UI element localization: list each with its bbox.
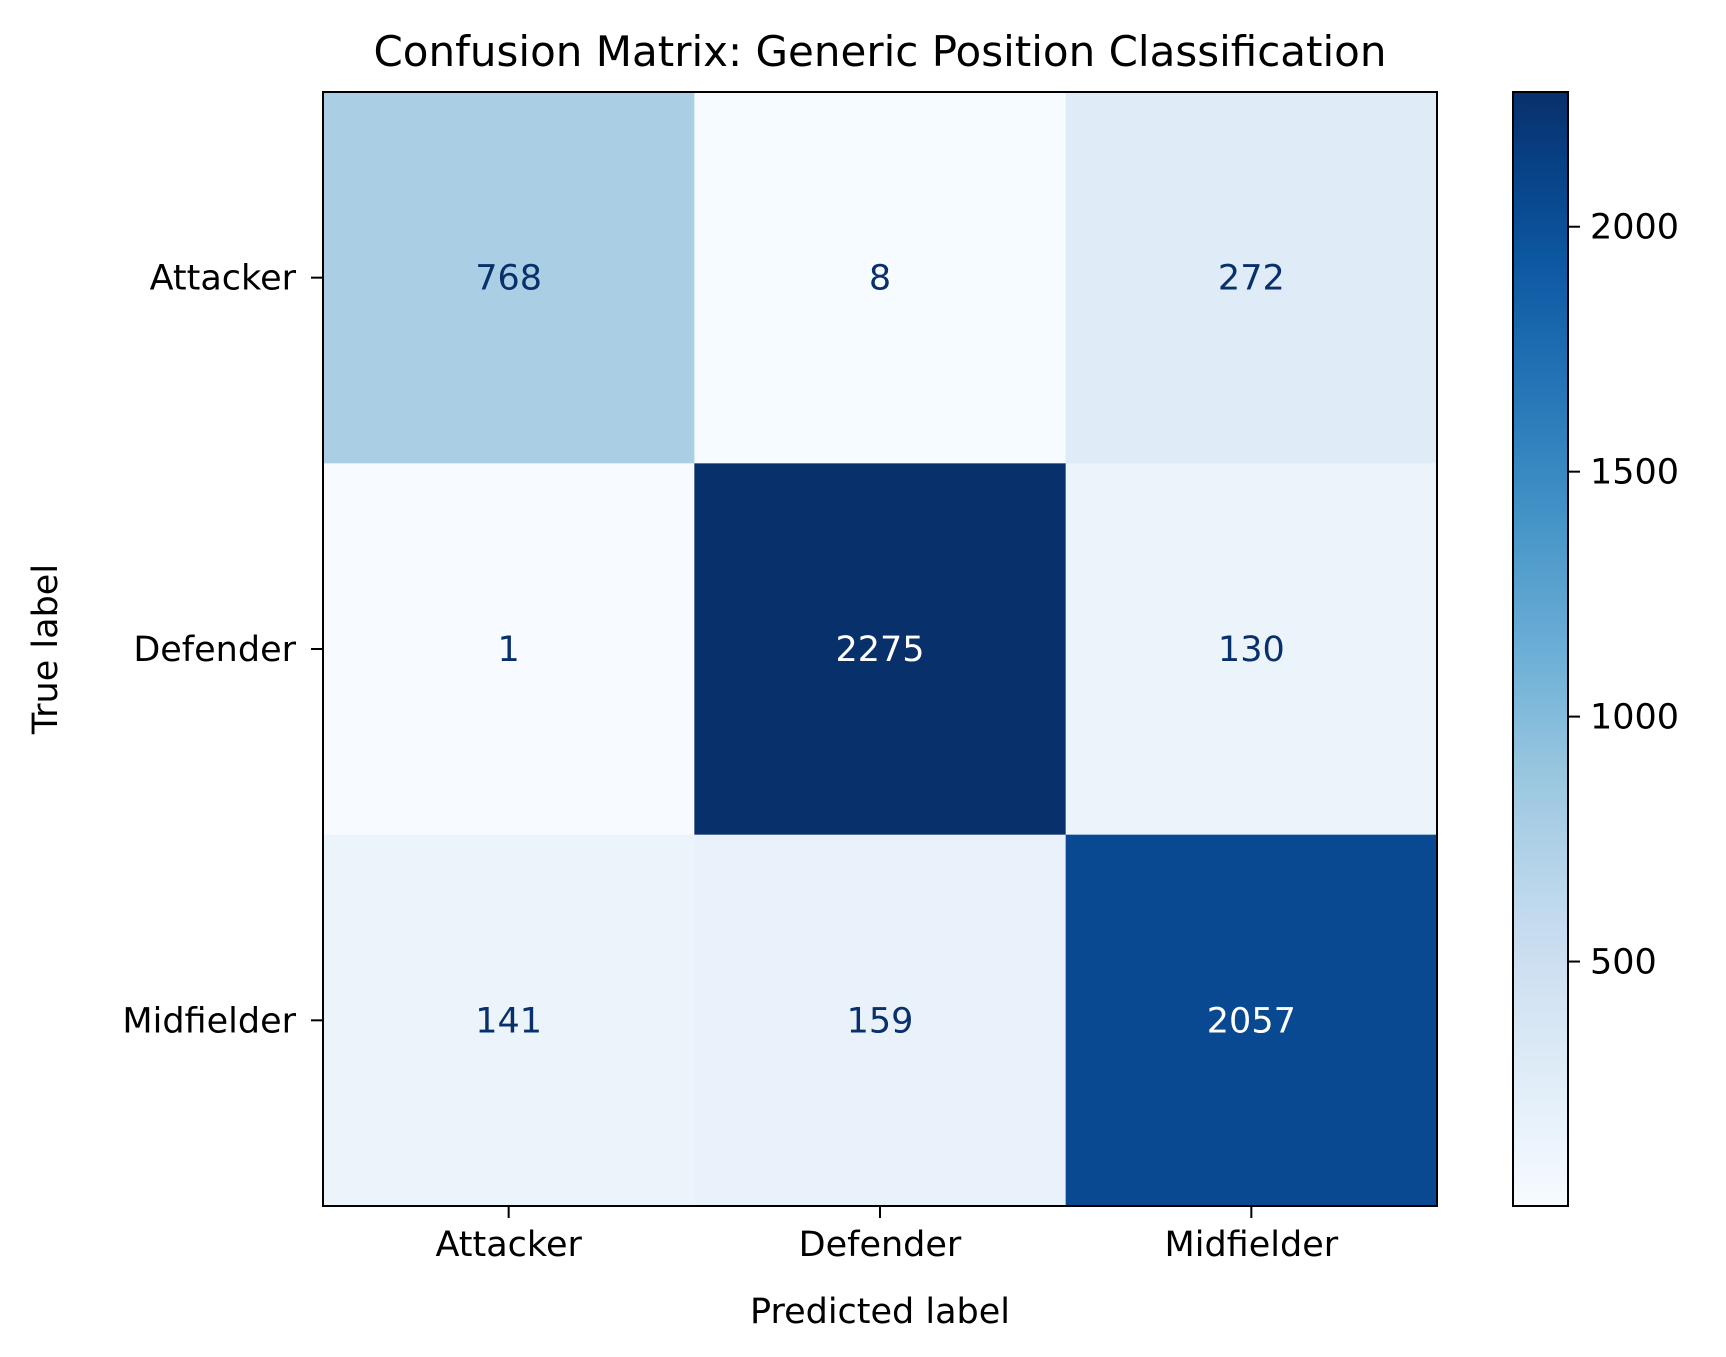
heatmap-cell [323, 92, 695, 464]
heatmap-cell [1065, 834, 1438, 1207]
heatmap-cell [694, 834, 1067, 1207]
colorbar [1512, 91, 1569, 1207]
x-tick-label: Defender [799, 1225, 962, 1265]
cell-value-label: 2057 [1207, 1001, 1296, 1041]
heatmap-cell [694, 92, 1067, 464]
heatmap-cell [694, 463, 1067, 836]
heatmap-cell [1065, 463, 1438, 836]
heatmap-cell-labels: 768 8 272 1 2275 130 141 159 2057 [475, 259, 1296, 1042]
heatmap-cells [323, 92, 1438, 1207]
cell-value-label: 1 [498, 630, 520, 670]
colorbar-tick-label: 500 [1590, 943, 1657, 983]
x-axis-label: Predicted label [750, 1292, 1010, 1332]
cell-value-label: 141 [475, 1001, 542, 1041]
colorbar-tick-label: 1000 [1590, 698, 1679, 738]
y-tick-label: Attacker [150, 259, 297, 299]
y-axis-ticks: Attacker Defender Midfielder [122, 259, 323, 1041]
cell-value-label: 130 [1218, 630, 1285, 670]
cell-value-label: 8 [869, 259, 891, 299]
cell-value-label: 2275 [835, 630, 924, 670]
heatmap-cell [1065, 92, 1438, 464]
cell-value-label: 768 [475, 259, 542, 299]
chart-title: Confusion Matrix: Generic Position Class… [373, 27, 1386, 76]
cell-value-label: 272 [1218, 259, 1285, 299]
y-axis-label: True label [26, 564, 66, 735]
y-tick-label: Midfielder [122, 1001, 296, 1041]
heatmap-cell [323, 463, 695, 836]
x-tick-label: Midfielder [1165, 1225, 1339, 1265]
x-tick-label: Attacker [435, 1225, 582, 1265]
colorbar-tick-label: 2000 [1590, 208, 1679, 248]
colorbar-ticks: 500 1000 1500 2000 [1568, 208, 1679, 983]
colorbar-tick-label: 1500 [1590, 453, 1679, 493]
cell-value-label: 159 [847, 1001, 914, 1041]
y-tick-label: Defender [133, 630, 296, 670]
x-axis-ticks: Attacker Defender Midfielder [435, 1206, 1339, 1265]
heatmap-cell [323, 834, 695, 1207]
